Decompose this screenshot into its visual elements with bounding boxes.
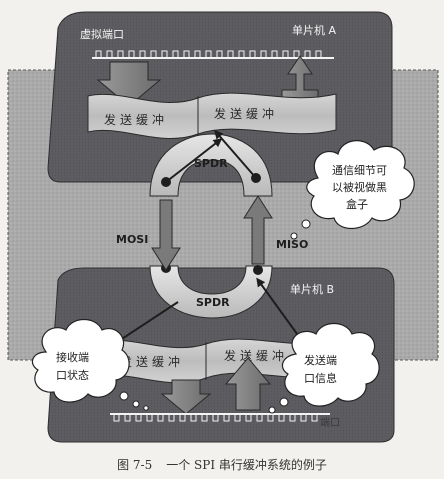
port-tooth <box>135 413 142 422</box>
mcu-a-tx-buffer-left-label: 发送缓冲 <box>104 112 168 127</box>
mcu-b-up-arrow-icon <box>224 357 272 411</box>
mcu-b-port-label: 端口 <box>320 416 340 429</box>
mosi-link: MOSI <box>116 199 181 271</box>
bubble-receive-line-2: 口状态 <box>56 368 89 382</box>
mcu-a-port-label: 虚拟端口 <box>80 27 124 41</box>
mcu-b-spdr-label: SPDR <box>196 296 230 309</box>
miso-arrow-icon <box>243 195 273 265</box>
bubble-receive-line-1: 接收端 <box>56 350 89 364</box>
mcu-a-port-teeth <box>95 50 322 59</box>
port-tooth <box>201 413 208 422</box>
figure-caption: 图 7-5 一个 SPI 串行缓冲系统的例子 <box>0 456 444 473</box>
bubble-send-line-2: 口信息 <box>304 371 337 385</box>
mcu-a-spdr-register <box>149 133 273 197</box>
bubble-send-line-1: 发送端 <box>304 353 337 367</box>
port-tooth <box>271 50 278 59</box>
mosi-arrow-icon <box>151 199 181 271</box>
bubble-blackbox: 通信细节可 以被视做黑 盒子 <box>290 140 415 240</box>
mcu-b-title: 单片机 B <box>290 282 334 296</box>
mcu-a-down-arrow-icon <box>96 61 162 107</box>
port-tooth <box>146 413 153 422</box>
mcu-b-down-arrow-icon <box>160 379 212 415</box>
port-tooth <box>150 50 157 59</box>
port-tooth <box>205 50 212 59</box>
mcu-b-tx-buffer-left-label: 发送缓冲 <box>120 354 184 369</box>
port-tooth <box>179 413 186 422</box>
mcu-b-node-right <box>253 265 263 275</box>
port-tooth <box>161 50 168 59</box>
mcu-b-tx-buffer-right-label: 发送缓冲 <box>224 348 288 363</box>
port-tooth <box>234 413 241 422</box>
bubble-send: 发送端 口信息 <box>268 322 380 414</box>
port-tooth <box>223 413 230 422</box>
port-tooth <box>289 413 296 422</box>
mcu-a-title: 单片机 A <box>292 23 336 37</box>
port-tooth <box>227 50 234 59</box>
figure-caption-number: 图 7-5 <box>117 458 153 472</box>
port-tooth <box>249 50 256 59</box>
mcu-b-port-teeth <box>113 413 318 422</box>
port-tooth <box>238 50 245 59</box>
port-tooth <box>293 50 300 59</box>
port-tooth <box>278 413 285 422</box>
miso-label: MISO <box>276 238 308 251</box>
port-tooth <box>282 50 289 59</box>
port-tooth <box>183 50 190 59</box>
bubble-blackbox-line-3: 盒子 <box>346 197 368 211</box>
port-tooth <box>106 50 113 59</box>
mcu-a-board: 虚拟端口 单片机 A 发送缓冲 发送缓冲 SPDR <box>47 11 393 197</box>
port-tooth <box>194 50 201 59</box>
port-tooth <box>300 413 307 422</box>
mcu-a-tx-buffer-ribbon <box>87 92 337 139</box>
port-tooth <box>168 413 175 422</box>
port-tooth <box>95 50 102 59</box>
port-tooth <box>117 50 124 59</box>
figure-caption-text: 一个 SPI 串行缓冲系统的例子 <box>166 458 327 472</box>
port-tooth <box>216 50 223 59</box>
bubble-blackbox-line-2: 以被视做黑 <box>332 180 387 194</box>
port-tooth <box>128 50 135 59</box>
mcu-a-port-rail <box>92 50 334 59</box>
port-tooth <box>260 50 267 59</box>
mcu-a-tx-buffer-right-label: 发送缓冲 <box>214 106 278 121</box>
bubble-receive: 接收端 口状态 <box>31 318 149 411</box>
port-tooth <box>139 50 146 59</box>
mcu-a-spdr-label: SPDR <box>194 157 228 170</box>
port-tooth <box>190 413 197 422</box>
mcu-b-spdr-register <box>149 265 273 319</box>
port-tooth <box>245 413 252 422</box>
port-tooth <box>311 413 318 422</box>
port-tooth <box>124 413 131 422</box>
mosi-label: MOSI <box>116 233 148 246</box>
port-tooth <box>113 413 120 422</box>
mcu-b-port-rail <box>110 413 330 422</box>
bubble-blackbox-line-1: 通信细节可 <box>332 164 387 177</box>
port-tooth <box>157 413 164 422</box>
miso-link: MISO <box>243 195 308 265</box>
port-tooth <box>172 50 179 59</box>
port-tooth <box>315 50 322 59</box>
port-tooth <box>267 413 274 422</box>
port-tooth <box>212 413 219 422</box>
port-tooth <box>256 413 263 422</box>
port-tooth <box>304 50 311 59</box>
